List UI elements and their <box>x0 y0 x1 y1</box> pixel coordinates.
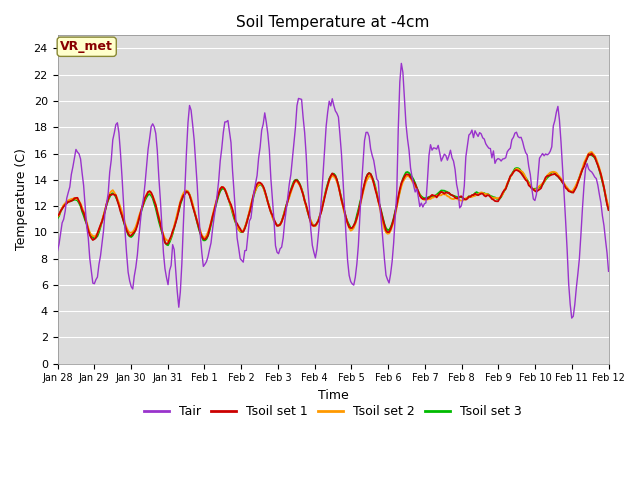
Text: VR_met: VR_met <box>60 40 113 53</box>
Title: Soil Temperature at -4cm: Soil Temperature at -4cm <box>236 15 429 30</box>
Y-axis label: Temperature (C): Temperature (C) <box>15 149 28 251</box>
Legend: Tair, Tsoil set 1, Tsoil set 2, Tsoil set 3: Tair, Tsoil set 1, Tsoil set 2, Tsoil se… <box>140 400 527 423</box>
X-axis label: Time: Time <box>317 389 348 402</box>
